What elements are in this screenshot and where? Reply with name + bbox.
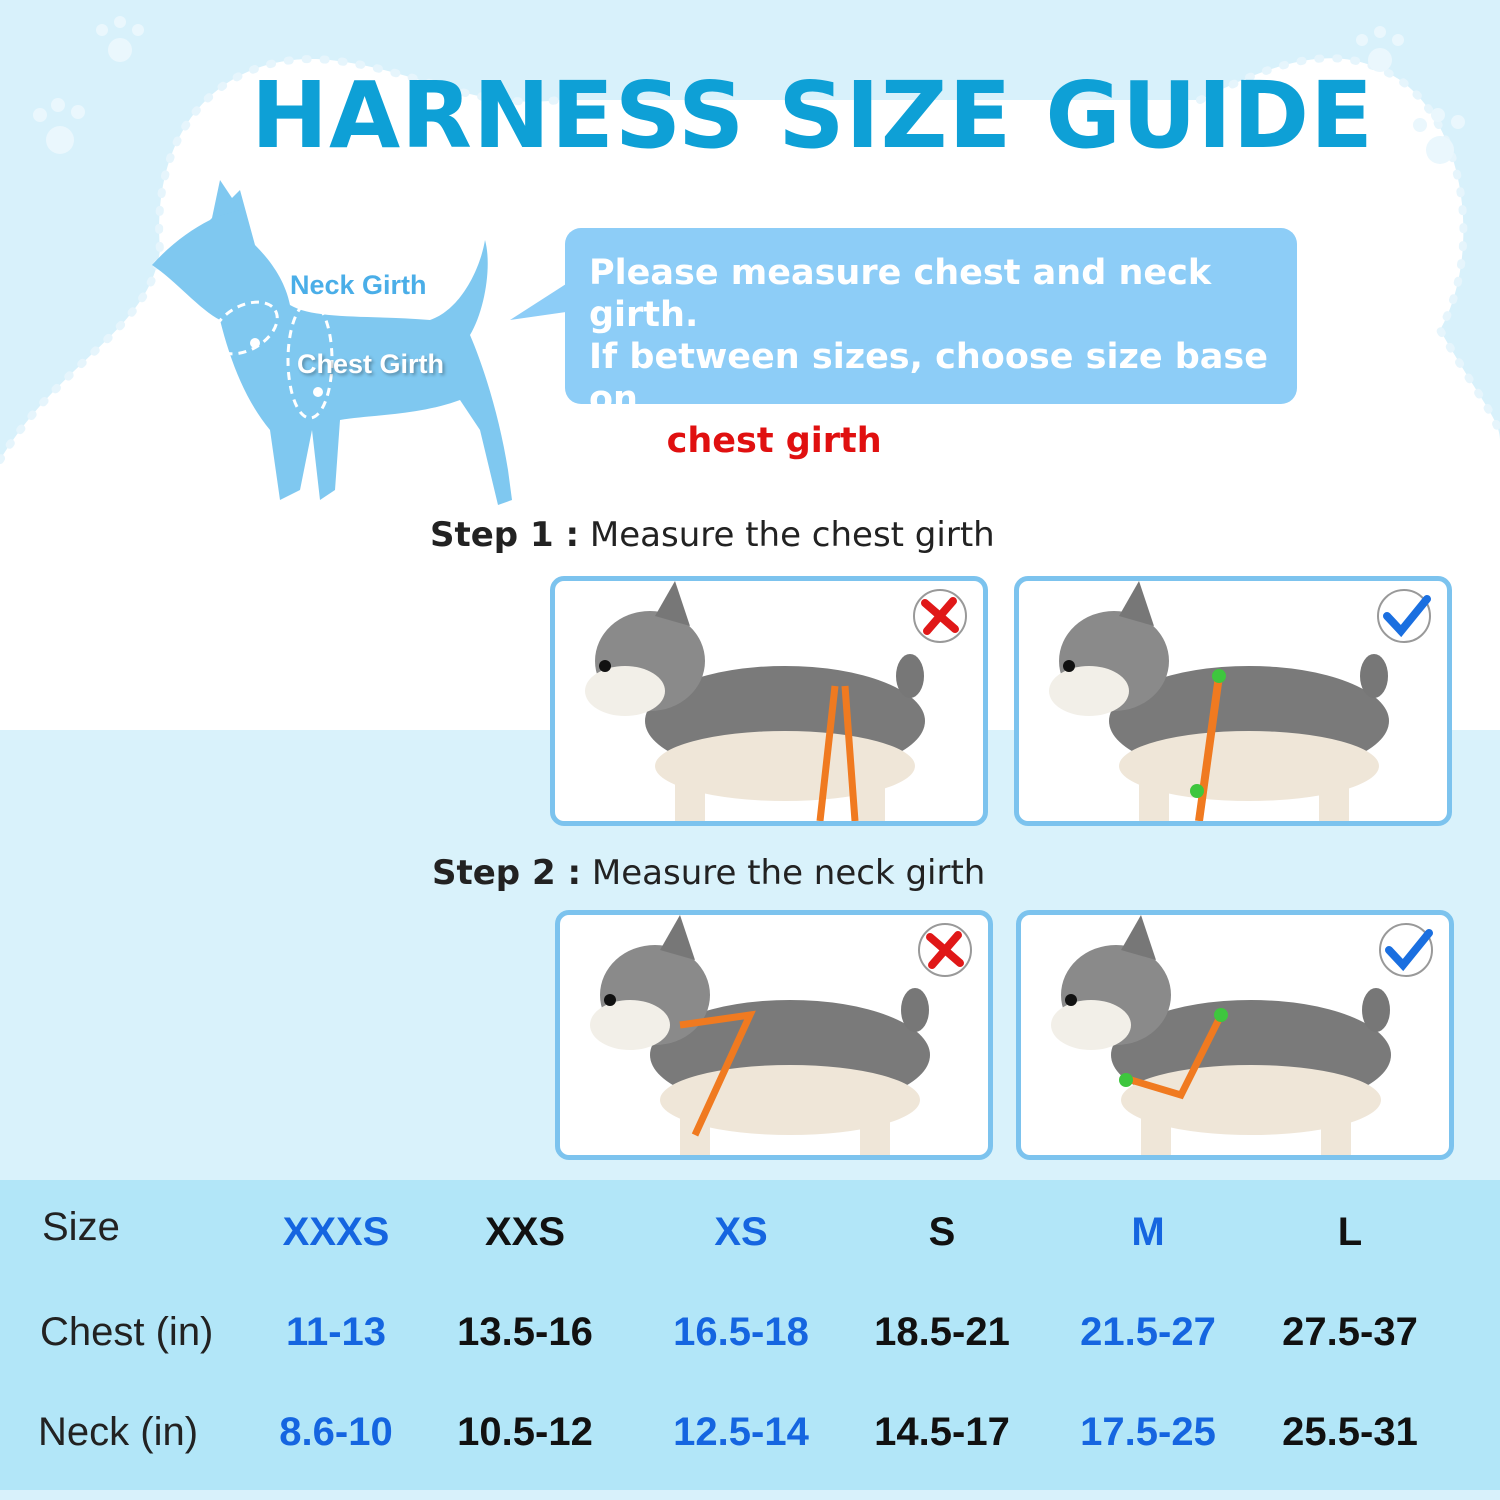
size-header-cell: XXS bbox=[484, 1210, 566, 1254]
chest-cell: 11-13 bbox=[285, 1310, 387, 1354]
step-1-wrong-photo bbox=[550, 576, 988, 826]
chest-girth-label: Chest Girth bbox=[297, 349, 445, 379]
bubble-pointer bbox=[510, 275, 580, 320]
neck-cell: 17.5-25 bbox=[1080, 1410, 1216, 1454]
neck-cell: 12.5-14 bbox=[673, 1410, 809, 1454]
dog-photo bbox=[1051, 915, 1433, 1155]
step-2-correct-photo bbox=[1016, 910, 1454, 1160]
note-line-1: Please measure chest and neck girth. bbox=[589, 253, 1212, 335]
size-header-cell: S bbox=[928, 1210, 956, 1254]
note-text: the bbox=[589, 421, 667, 461]
size-chart-table: Size XXXS XXS XS S M L Chest (in) 11-13 13.5-16 16… bbox=[0, 1180, 1500, 1490]
dog-photo bbox=[585, 581, 967, 821]
neck-cell: 10.5-12 bbox=[457, 1410, 593, 1454]
step-number: Step 1 : bbox=[430, 515, 580, 555]
step-number: Step 2 : bbox=[432, 853, 582, 893]
neck-cell: 25.5-31 bbox=[1282, 1410, 1418, 1454]
dog-photo bbox=[1049, 581, 1431, 821]
chest-cell: 27.5-37 bbox=[1282, 1310, 1418, 1354]
blue-check-icon bbox=[1379, 923, 1433, 977]
neck-cell: 14.5-17 bbox=[874, 1410, 1010, 1454]
red-x-icon bbox=[913, 589, 967, 643]
step-2-wrong-photo bbox=[555, 910, 993, 1160]
chest-cell: 13.5-16 bbox=[457, 1310, 593, 1354]
dog-silhouette-diagram bbox=[152, 180, 512, 505]
chest-cell: 16.5-18 bbox=[673, 1310, 809, 1354]
chest-cell: 18.5-21 bbox=[874, 1310, 1010, 1354]
row-label: Neck (in) bbox=[38, 1410, 199, 1454]
measurement-note-bubble: Please measure chest and neck girth. If … bbox=[565, 228, 1297, 461]
dog-photo bbox=[590, 915, 972, 1155]
note-text: . bbox=[881, 421, 895, 461]
step-1-label: Step 1 : Measure the chest girth bbox=[430, 515, 995, 555]
page-title: HARNESS SIZE GUIDE bbox=[250, 62, 1375, 169]
note-line-2: If between sizes, choose size base on bbox=[589, 337, 1268, 419]
step-2-label: Step 2 : Measure the neck girth bbox=[432, 853, 985, 893]
size-header-cell: XS bbox=[714, 1210, 768, 1254]
row-label: Chest (in) bbox=[40, 1310, 214, 1354]
neck-cell: 8.6-10 bbox=[279, 1410, 393, 1454]
size-header-cell: L bbox=[1337, 1210, 1363, 1254]
row-label: Size bbox=[42, 1205, 120, 1249]
chest-cell: 21.5-27 bbox=[1080, 1310, 1216, 1354]
blue-check-icon bbox=[1377, 589, 1431, 643]
step-text: Measure the chest girth bbox=[579, 515, 995, 555]
size-header-cell: M bbox=[1131, 1210, 1165, 1254]
step-text: Measure the neck girth bbox=[581, 853, 986, 893]
size-header-cell: XXXS bbox=[282, 1210, 390, 1254]
chest-girth-highlight: chest girth bbox=[666, 421, 882, 461]
step-1-correct-photo bbox=[1014, 576, 1452, 826]
neck-girth-label: Neck Girth bbox=[290, 270, 427, 300]
red-x-icon bbox=[918, 923, 972, 977]
note-line-3: the chest girth. bbox=[589, 420, 1297, 462]
paw-print-icon bbox=[33, 16, 1465, 164]
